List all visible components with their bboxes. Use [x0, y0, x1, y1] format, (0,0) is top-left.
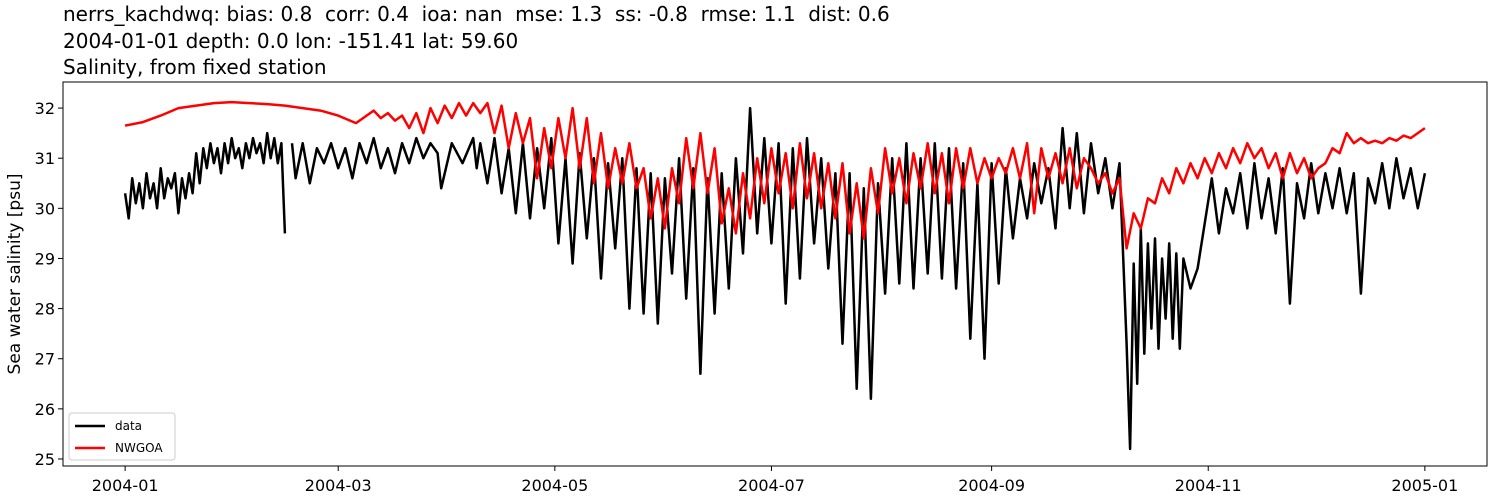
x-axis: 2004-01 2004-03 2004-05 2004-07 2004-09 2004-…	[92, 466, 1458, 495]
legend-label-nwgoa: NWGOA	[115, 441, 163, 455]
chart-title-variable: Salinity, from fixed station	[63, 55, 327, 79]
y-tick-label: 25	[35, 450, 55, 469]
y-axis: 25 26 27 28 29 30 31 32	[35, 99, 63, 469]
y-tick-label: 30	[35, 199, 55, 218]
legend-label-data: data	[115, 419, 142, 433]
axes-frame	[62, 81, 1488, 467]
legend: data NWGOA	[68, 412, 176, 461]
x-tick-label: 2004-03	[305, 476, 372, 495]
x-tick-label: 2004-05	[521, 476, 588, 495]
chart-title-location: 2004-01-01 depth: 0.0 lon: -151.41 lat: …	[63, 29, 519, 53]
x-tick-label: 2004-01	[92, 476, 159, 495]
chart-title-stats: nerrs_kachdwq: bias: 0.8 corr: 0.4 ioa: …	[63, 2, 890, 26]
x-tick-label: 2004-09	[958, 476, 1025, 495]
y-tick-label: 32	[35, 99, 55, 118]
x-tick-label: 2005-01	[1391, 476, 1458, 495]
y-axis-label: Sea water salinity [psu]	[5, 174, 25, 375]
y-tick-label: 27	[35, 350, 55, 369]
y-tick-label: 28	[35, 300, 55, 319]
series-line-data	[123, 106, 1427, 451]
y-tick-label: 31	[35, 149, 55, 168]
x-tick-label: 2004-07	[738, 476, 805, 495]
series-line-nwgoa	[124, 100, 1426, 250]
x-tick-label: 2004-11	[1175, 476, 1242, 495]
y-tick-label: 26	[35, 400, 55, 419]
y-tick-label: 29	[35, 249, 55, 268]
